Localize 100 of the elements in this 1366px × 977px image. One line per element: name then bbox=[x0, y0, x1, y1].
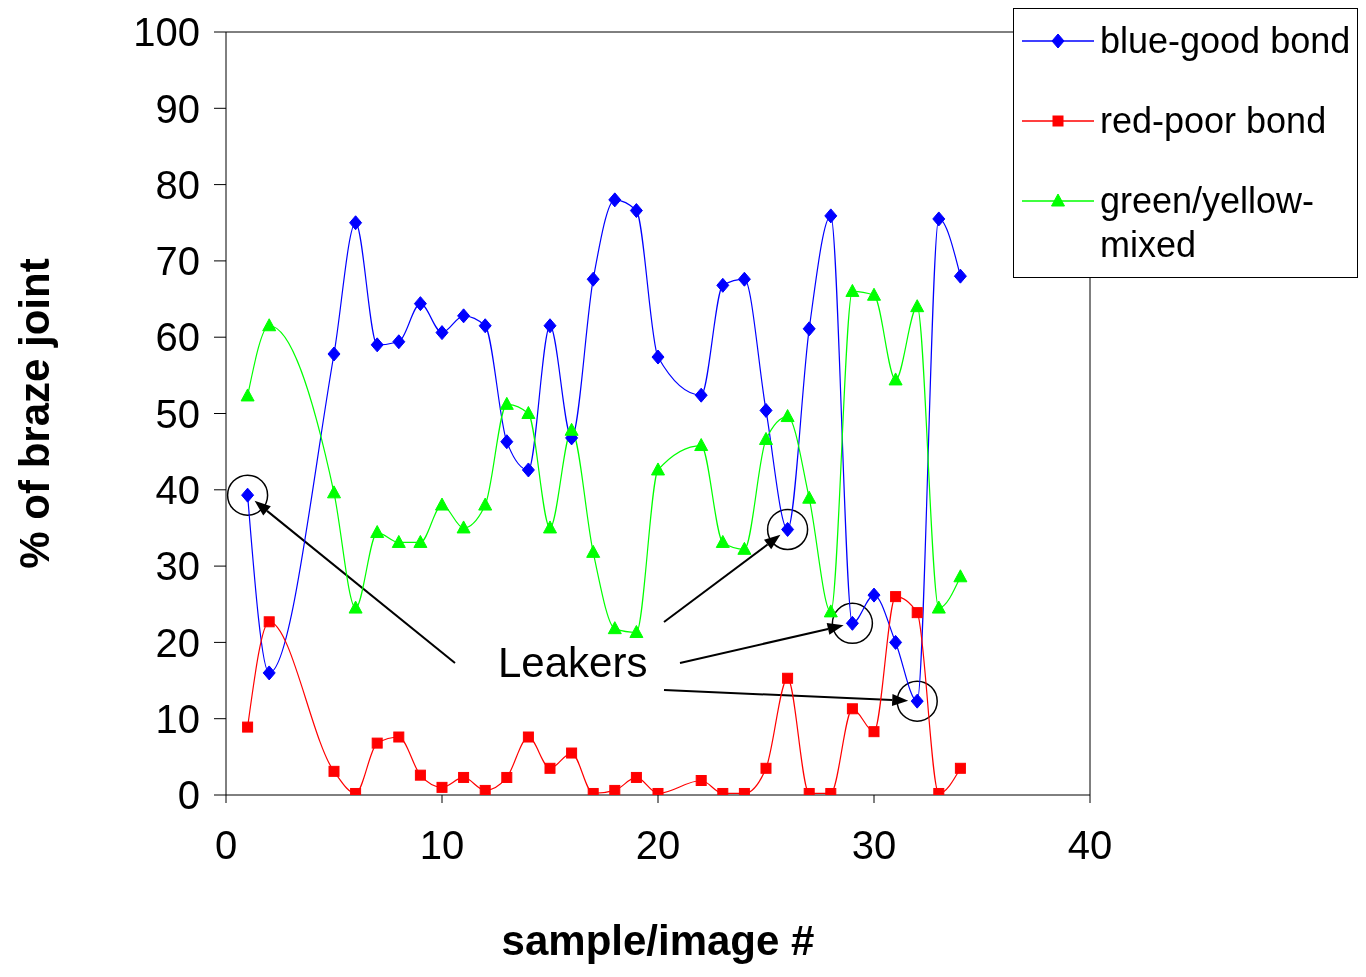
point bbox=[348, 600, 363, 614]
point bbox=[543, 520, 557, 534]
point bbox=[846, 703, 858, 715]
point bbox=[240, 388, 255, 402]
point bbox=[694, 387, 708, 403]
point bbox=[436, 781, 448, 793]
point bbox=[500, 434, 514, 450]
point bbox=[414, 769, 426, 781]
point bbox=[499, 396, 514, 410]
point bbox=[413, 534, 428, 548]
point bbox=[716, 277, 730, 293]
y-tick-label: 50 bbox=[155, 391, 200, 436]
point bbox=[888, 372, 903, 386]
point bbox=[262, 318, 277, 332]
point bbox=[349, 215, 363, 231]
y-tick-label: 0 bbox=[177, 773, 200, 818]
point bbox=[263, 616, 275, 628]
point bbox=[694, 438, 709, 452]
point bbox=[413, 296, 427, 312]
point bbox=[845, 283, 860, 297]
point bbox=[737, 271, 751, 287]
point bbox=[695, 775, 707, 786]
point bbox=[782, 672, 794, 684]
point bbox=[522, 731, 534, 743]
point bbox=[630, 771, 642, 783]
point bbox=[456, 520, 471, 534]
point bbox=[393, 731, 405, 743]
point bbox=[543, 318, 557, 334]
point bbox=[759, 402, 773, 418]
point bbox=[953, 268, 967, 284]
point bbox=[370, 337, 384, 353]
point bbox=[889, 634, 903, 650]
point bbox=[802, 321, 816, 337]
y-tick-label: 30 bbox=[155, 544, 200, 589]
x-tick-label: 40 bbox=[1067, 823, 1113, 868]
point bbox=[242, 721, 254, 733]
x-tick-label: 30 bbox=[851, 823, 897, 868]
point bbox=[327, 346, 341, 362]
point bbox=[564, 422, 579, 436]
point bbox=[566, 747, 578, 759]
point bbox=[521, 462, 535, 478]
point bbox=[327, 485, 341, 499]
point bbox=[651, 462, 665, 476]
x-tick-label: 10 bbox=[419, 823, 465, 868]
legend-label: red-poor bond bbox=[1100, 99, 1327, 143]
y-tick-label: 20 bbox=[155, 620, 200, 665]
legend-label: blue-good bond bbox=[1100, 19, 1351, 63]
point bbox=[760, 762, 772, 774]
x-axis-title: sample/image # bbox=[501, 917, 815, 964]
point bbox=[609, 784, 621, 795]
point bbox=[759, 431, 773, 445]
annotation: Leakers bbox=[498, 639, 648, 686]
point bbox=[586, 544, 601, 558]
point bbox=[544, 762, 556, 774]
point bbox=[479, 784, 491, 795]
point bbox=[651, 349, 665, 365]
point bbox=[392, 334, 406, 350]
point bbox=[629, 624, 644, 638]
point bbox=[910, 299, 925, 313]
y-tick-label: 70 bbox=[155, 239, 200, 284]
point bbox=[823, 604, 838, 618]
point bbox=[780, 409, 795, 423]
x-tick-label: 0 bbox=[214, 823, 238, 868]
point bbox=[391, 534, 406, 548]
point bbox=[867, 287, 881, 301]
y-axis-title: % of braze joint bbox=[10, 258, 58, 569]
point bbox=[931, 600, 946, 614]
point bbox=[953, 569, 968, 583]
point bbox=[435, 497, 449, 511]
point bbox=[911, 607, 923, 619]
point bbox=[932, 211, 946, 227]
point bbox=[262, 665, 276, 681]
legend-label: green/yellow-mixed bbox=[1100, 179, 1316, 267]
point bbox=[607, 621, 622, 635]
point bbox=[478, 318, 492, 334]
point bbox=[370, 525, 385, 539]
point bbox=[435, 325, 449, 341]
y-tick-label: 60 bbox=[155, 315, 200, 360]
x-tick-label: 20 bbox=[635, 823, 681, 868]
point bbox=[868, 726, 880, 738]
point bbox=[890, 591, 902, 603]
point bbox=[954, 762, 966, 774]
point bbox=[608, 192, 622, 208]
point bbox=[586, 271, 600, 287]
y-tick-label: 80 bbox=[155, 162, 200, 207]
point bbox=[478, 497, 493, 511]
y-tick-label: 90 bbox=[155, 86, 200, 131]
point bbox=[371, 737, 383, 749]
y-tick-label: 100 bbox=[133, 10, 200, 55]
point bbox=[457, 308, 471, 324]
point bbox=[867, 587, 881, 603]
point bbox=[824, 208, 838, 224]
y-tick-label: 40 bbox=[155, 468, 200, 512]
y-tick-label: 10 bbox=[155, 696, 200, 741]
point bbox=[501, 771, 513, 783]
point bbox=[715, 534, 730, 548]
point bbox=[328, 765, 340, 777]
point bbox=[458, 771, 470, 783]
point bbox=[629, 203, 643, 219]
point bbox=[802, 490, 817, 504]
